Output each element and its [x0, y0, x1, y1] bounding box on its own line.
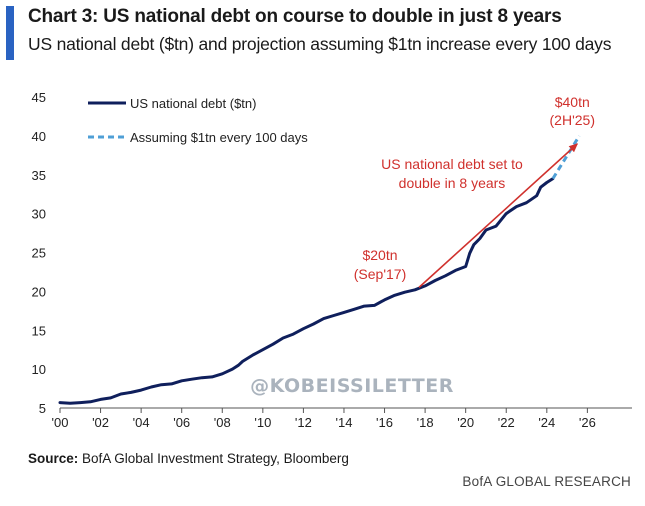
- y-tick-label: 30: [32, 207, 46, 222]
- series-line-projection: [551, 135, 581, 180]
- y-axis: 5 10 15 20 25 30 35 40 45: [32, 90, 46, 416]
- y-tick-label: 40: [32, 129, 46, 144]
- branding-label: BofA GLOBAL RESEARCH: [462, 474, 631, 489]
- y-tick-label: 5: [39, 401, 46, 416]
- source-note: Source: BofA Global Investment Strategy,…: [28, 451, 349, 466]
- source-text: BofA Global Investment Strategy, Bloombe…: [78, 451, 349, 466]
- y-tick-label: 10: [32, 362, 46, 377]
- x-tick-label: '24: [538, 415, 555, 430]
- x-tick-label: '12: [295, 415, 312, 430]
- y-tick-label: 20: [32, 284, 46, 299]
- x-tick-label: '26: [579, 415, 596, 430]
- x-tick-label: '22: [498, 415, 515, 430]
- x-tick-label: '18: [417, 415, 434, 430]
- watermark-text: @KOBEISSILETTER: [250, 375, 454, 397]
- title-accent-bar: [6, 6, 14, 60]
- x-tick-label: '04: [133, 415, 150, 430]
- y-tick-label: 25: [32, 246, 46, 261]
- x-tick-label: '20: [457, 415, 474, 430]
- annotation-40tn-date: (2H'25): [550, 112, 595, 128]
- chart-subtitle: US national debt ($tn) and projection as…: [28, 34, 612, 54]
- source-label: Source:: [28, 451, 79, 466]
- legend-label-projection: Assuming $1tn every 100 days: [130, 130, 308, 145]
- annotation-double-line1: US national debt set to: [381, 156, 523, 172]
- x-tick-label: '16: [376, 415, 393, 430]
- legend-label-us-national-debt: US national debt ($tn): [130, 96, 256, 111]
- x-axis: '00 '02 '04 '06 '08 '10 '12 '14 '16 '18 '20 '22 '24 '…: [52, 407, 632, 430]
- annotations: $40tn (2H'25) $20tn (Sep'17) US national deb…: [354, 94, 595, 288]
- annotation-double-line2: double in 8 years: [399, 175, 506, 191]
- y-tick-label: 35: [32, 168, 46, 183]
- x-tick-label: '08: [214, 415, 231, 430]
- x-tick-label: '02: [92, 415, 109, 430]
- annotation-arrow: [418, 143, 579, 288]
- annotation-20tn-date: (Sep'17): [354, 266, 406, 282]
- chart-title: Chart 3: US national debt on course to d…: [28, 6, 562, 27]
- x-tick-label: '10: [254, 415, 271, 430]
- legend: US national debt ($tn) Assuming $1tn ever…: [88, 96, 308, 145]
- series-line-us-national-debt: [58, 177, 555, 405]
- y-tick-label: 45: [32, 90, 46, 105]
- x-tick-label: '14: [335, 415, 352, 430]
- y-tick-label: 15: [32, 323, 46, 338]
- x-tick-label: '00: [52, 415, 69, 430]
- x-tick-label: '06: [173, 415, 190, 430]
- annotation-20tn-value: $20tn: [362, 247, 397, 263]
- annotation-40tn-value: $40tn: [555, 94, 590, 110]
